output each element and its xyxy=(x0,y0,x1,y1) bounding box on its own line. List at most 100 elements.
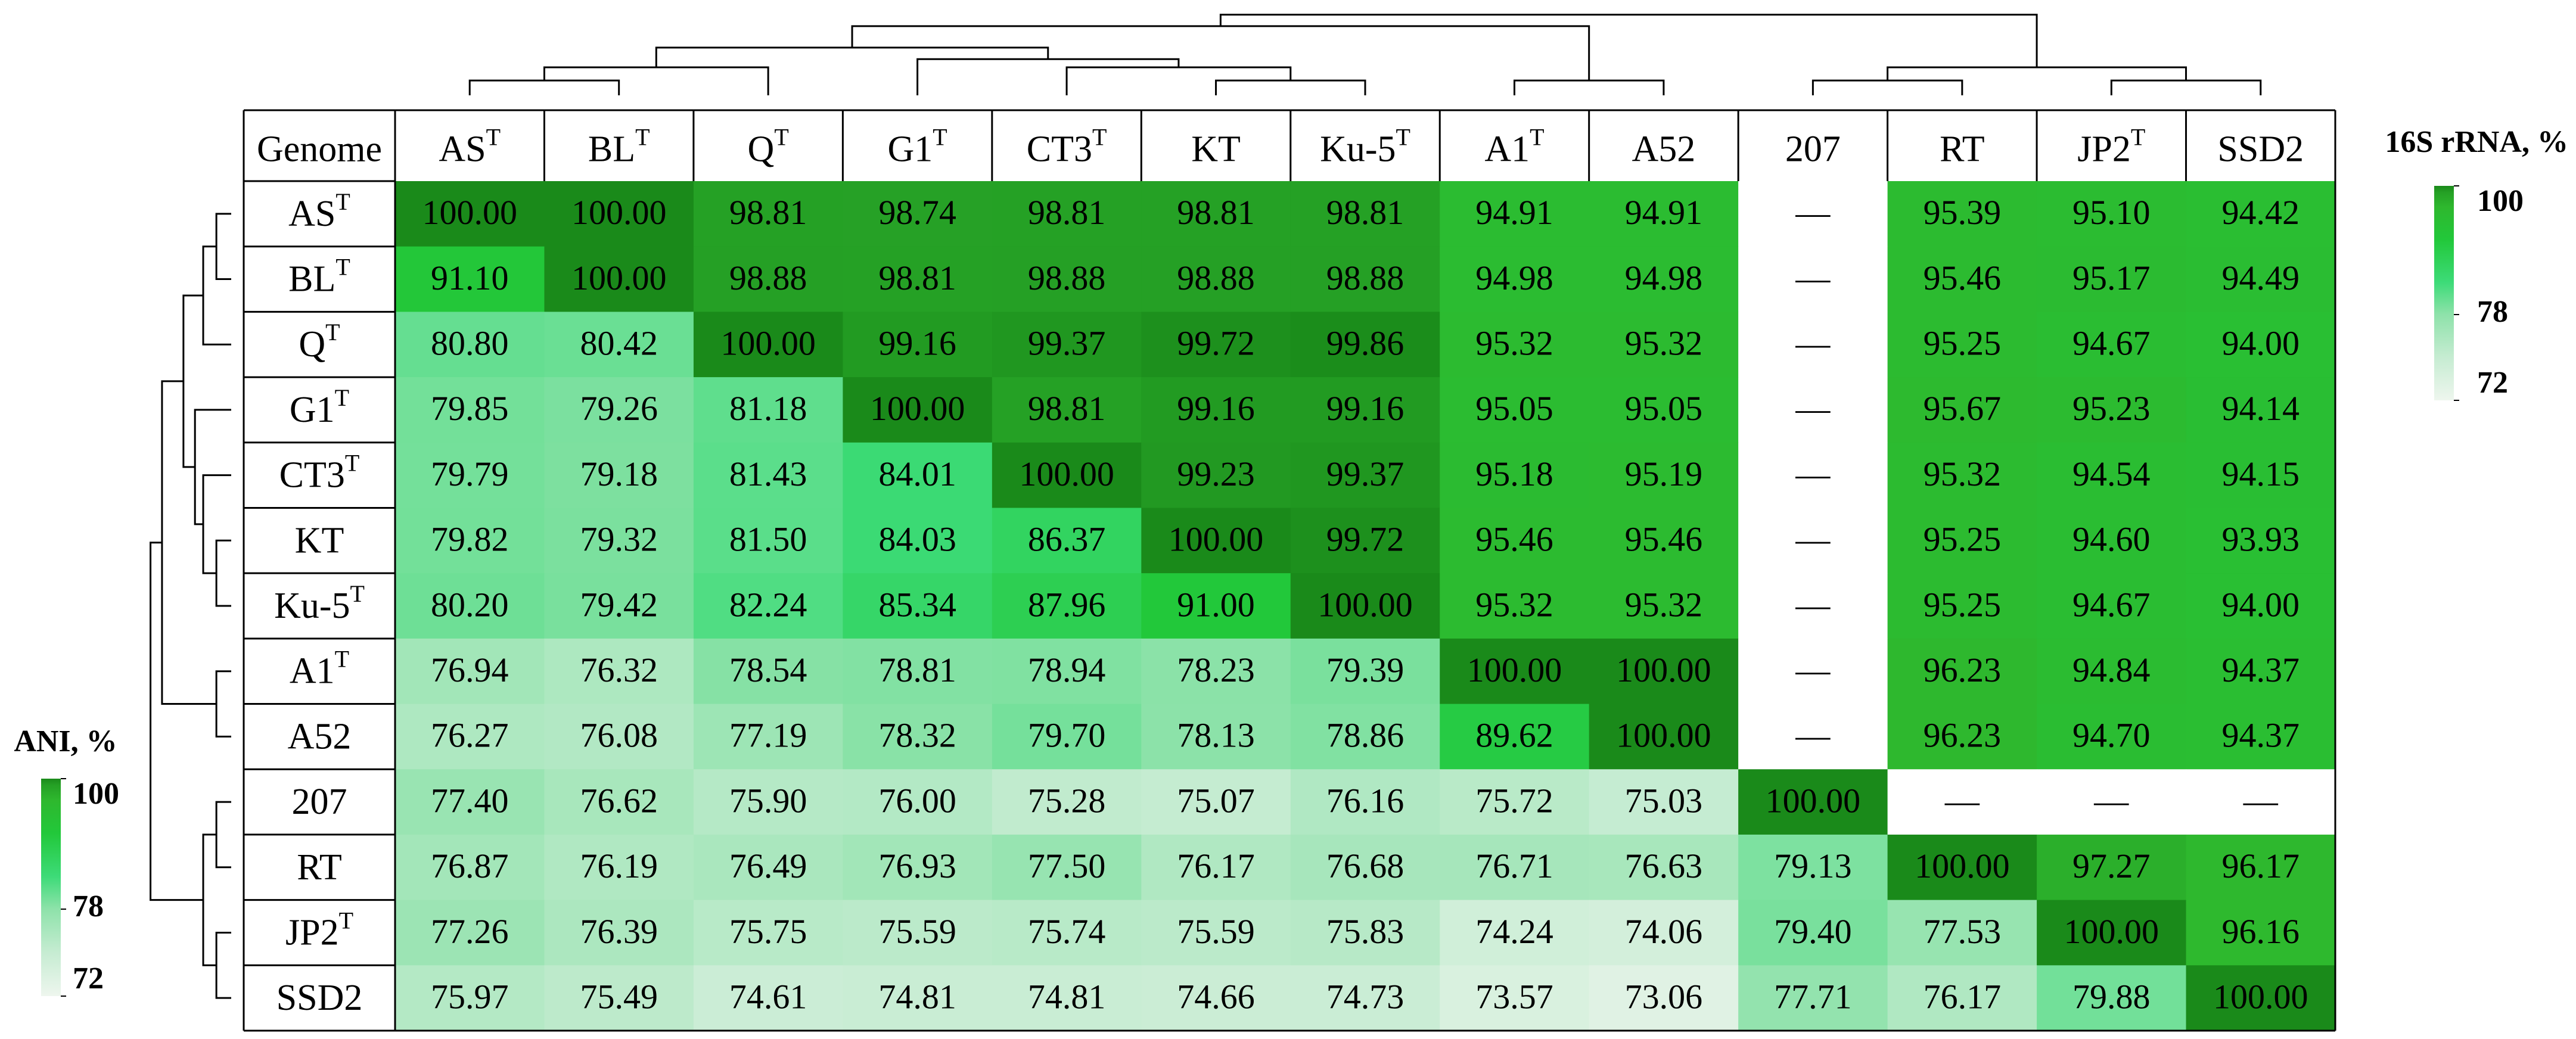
heat-cell xyxy=(1887,900,2037,966)
heat-cell xyxy=(843,638,993,705)
label-name: Q xyxy=(748,129,775,170)
cell-value: 95.39 xyxy=(1924,193,2002,232)
cell-value: 98.81 xyxy=(1177,193,1255,232)
cell-value: 79.79 xyxy=(431,455,509,493)
header-bg xyxy=(244,110,2335,181)
label-name: G1 xyxy=(290,390,335,430)
dendrogram xyxy=(150,542,204,901)
heat-cell xyxy=(1290,246,1440,312)
heat-cell xyxy=(1290,704,1440,770)
cell-value: 100.00 xyxy=(1169,520,1264,559)
heat-cell xyxy=(2186,769,2336,835)
heat-cell xyxy=(1887,638,2037,705)
dendrogram xyxy=(851,25,1590,81)
cell-value: — xyxy=(1795,716,1831,755)
dendrogram xyxy=(215,931,231,999)
cell-value: 95.25 xyxy=(1924,520,2002,559)
cell-value: 94.00 xyxy=(2222,324,2300,363)
label-sup: T xyxy=(486,124,501,151)
cell-value: — xyxy=(1795,193,1831,232)
heat-cell xyxy=(2037,442,2187,508)
cell-value: 95.32 xyxy=(1625,585,1703,624)
heat-cell xyxy=(544,834,694,901)
corner-label: Genome xyxy=(257,129,382,170)
colorbar-label: 100 xyxy=(2477,184,2524,218)
label-sup: T xyxy=(2131,124,2145,151)
cell-value: 95.46 xyxy=(1475,520,1553,559)
cell-value: 99.72 xyxy=(1326,520,1404,559)
heat-cell xyxy=(2186,900,2336,966)
cell-value: 94.37 xyxy=(2222,716,2300,755)
cell-value: 79.85 xyxy=(431,389,509,428)
heat-cell xyxy=(693,508,843,574)
heat-cell xyxy=(1589,181,1739,247)
heat-cell xyxy=(843,704,993,770)
dendrogram xyxy=(194,409,231,525)
cell-value: 76.17 xyxy=(1924,977,2002,1016)
heat-cell xyxy=(1290,900,1440,966)
heat-cell xyxy=(1440,377,1590,443)
heat-cell xyxy=(544,638,694,705)
heat-cell xyxy=(693,638,843,705)
heat-cell xyxy=(1887,312,2037,378)
cell-value: 94.15 xyxy=(2222,455,2300,493)
label-name: Ku-5 xyxy=(274,586,350,626)
cell-value: 80.20 xyxy=(431,585,509,624)
colorbar xyxy=(41,779,61,996)
heat-cell xyxy=(1738,442,1888,508)
cell-value: 79.70 xyxy=(1028,716,1106,755)
heat-cell xyxy=(1887,377,2037,443)
heat-cell xyxy=(1589,900,1739,966)
heat-cell xyxy=(1589,442,1739,508)
heat-cell xyxy=(1290,965,1440,1031)
cell-value: 94.14 xyxy=(2222,389,2300,428)
cell-value: 76.63 xyxy=(1625,847,1703,885)
cell-value: 94.98 xyxy=(1475,259,1553,297)
heat-cell xyxy=(1141,769,1291,835)
cell-value: 98.74 xyxy=(878,193,956,232)
cell-value: 95.67 xyxy=(1924,389,2002,428)
label-sup: T xyxy=(325,319,340,346)
cell-value: 94.49 xyxy=(2222,259,2300,297)
column-label: KT xyxy=(1191,129,1241,170)
heat-cell xyxy=(1290,377,1440,443)
cell-value: 79.26 xyxy=(580,389,658,428)
cell-value: 89.62 xyxy=(1475,716,1553,755)
cell-value: 91.10 xyxy=(431,259,509,297)
heat-cell xyxy=(544,312,694,378)
cell-value: 96.16 xyxy=(2222,912,2300,951)
cell-value: 77.19 xyxy=(729,716,807,755)
cell-value: 74.06 xyxy=(1625,912,1703,951)
cell-value: — xyxy=(1944,781,1980,820)
heat-cell xyxy=(395,704,545,770)
cell-value: 76.87 xyxy=(431,847,509,885)
row-label: G1T xyxy=(290,384,349,430)
label-name: AS xyxy=(439,129,486,170)
heat-cell xyxy=(1887,442,2037,508)
heat-cell xyxy=(1141,573,1291,639)
heat-cell xyxy=(693,312,843,378)
colorbar-title: 16S rRNA, % xyxy=(2385,125,2568,159)
heat-cell xyxy=(693,442,843,508)
heat-cell xyxy=(2037,834,2187,901)
column-label: 207 xyxy=(1785,129,1841,170)
dendrogram xyxy=(916,58,1180,95)
cell-value: 76.62 xyxy=(580,781,658,820)
heat-cell xyxy=(1290,312,1440,378)
dendrogram xyxy=(1887,66,2187,81)
heat-cell xyxy=(1440,246,1590,312)
cell-value: 96.23 xyxy=(1924,716,2002,755)
cell-value: 96.17 xyxy=(2222,847,2300,885)
heat-cell xyxy=(1141,965,1291,1031)
label-name: A1 xyxy=(1484,129,1530,170)
cell-value: 76.68 xyxy=(1326,847,1404,885)
heat-cell xyxy=(2037,312,2187,378)
heat-cell xyxy=(1738,704,1888,770)
heat-cell xyxy=(1440,312,1590,378)
cell-value: 100.00 xyxy=(720,324,816,363)
heat-cell xyxy=(992,508,1142,574)
label-name: A52 xyxy=(1632,129,1696,170)
heat-cell xyxy=(1141,508,1291,574)
heat-cell xyxy=(1290,508,1440,574)
